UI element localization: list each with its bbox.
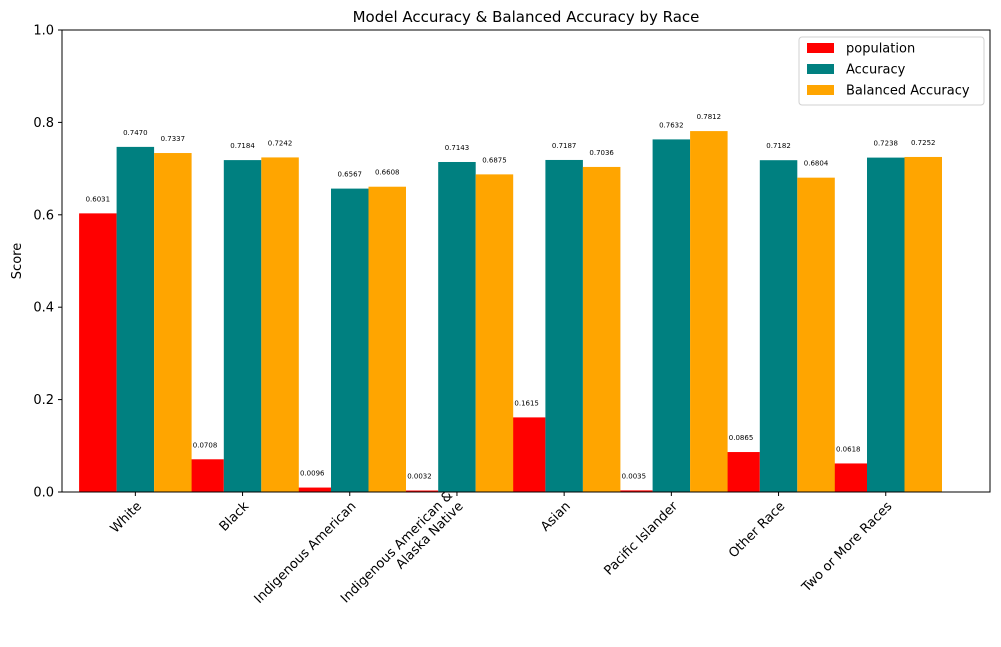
bar-accuracy-7 [867, 157, 905, 492]
x-tick-label: White [108, 499, 145, 536]
legend-swatch-1 [807, 64, 834, 74]
data-label: 0.6608 [375, 169, 400, 177]
data-label: 0.0618 [836, 445, 861, 453]
bar-population-0 [79, 213, 117, 492]
legend-label-0: population [846, 42, 915, 57]
bar-accuracy-5 [652, 139, 691, 492]
data-label: 0.0865 [729, 434, 754, 442]
y-tick-label: 0.2 [33, 393, 54, 408]
x-tick-label-5: Pacific Islander [601, 499, 681, 579]
data-label: 0.7187 [552, 142, 577, 150]
x-tick-label-6: Other Race [726, 499, 788, 561]
bar-balanced-accuracy-6 [797, 177, 835, 492]
x-tick-label: Two or More Races [799, 499, 896, 596]
legend-box [798, 36, 985, 106]
bar-balanced-accuracy-1 [261, 157, 299, 493]
data-label: 0.6031 [86, 195, 111, 203]
data-label: 0.7470 [123, 129, 148, 137]
data-label: 0.7184 [230, 142, 255, 150]
x-tick-label-7: Two or More Races [799, 499, 896, 596]
y-tick-label: 0.6 [33, 208, 54, 223]
data-label: 0.1615 [514, 399, 539, 407]
y-tick-label: 0.8 [33, 116, 54, 131]
bar-population-2 [293, 487, 331, 492]
bar-accuracy-2 [331, 188, 369, 492]
bar-balanced-accuracy-4 [582, 166, 621, 492]
x-tick-label: Pacific Islander [601, 499, 681, 579]
data-label: 0.0096 [300, 470, 325, 478]
legend-swatch-2 [807, 85, 834, 95]
y-axis-label: Score [10, 243, 25, 279]
data-label: 0.7337 [161, 135, 186, 143]
legend-swatch-0 [807, 43, 834, 53]
legend-label-1: Accuracy [846, 63, 906, 78]
bar-balanced-accuracy-0 [154, 153, 192, 492]
data-label: 0.0708 [193, 441, 218, 449]
data-label: 0.6875 [482, 156, 507, 164]
plot-frame [61, 29, 991, 493]
data-label: 0.6567 [338, 171, 363, 179]
data-label: 0.6804 [804, 160, 829, 168]
bar-population-3 [400, 490, 439, 492]
bar-accuracy-0 [116, 146, 155, 492]
chart-title: Model Accuracy & Balanced Accuracy by Ra… [353, 8, 700, 26]
legend: population Accuracy Balanced Accuracy [798, 36, 985, 106]
bar-population-6 [722, 452, 760, 492]
bar-population-1 [186, 459, 224, 492]
plot-area: 0.6031 0.0708 0.0096 0.0032 0.1615 0.0035 0.08… [33, 24, 991, 607]
data-label: 0.7182 [766, 142, 791, 150]
x-tick-label-4: Asian [538, 499, 574, 535]
data-label: 0.7143 [445, 144, 470, 152]
x-tick-label: Black [217, 499, 253, 535]
x-tick-label-0: White [108, 499, 145, 536]
data-label: 0.7036 [589, 149, 614, 157]
bar-accuracy-6 [759, 160, 798, 492]
bar-accuracy-3 [438, 161, 476, 493]
y-tick-label: 0.4 [33, 301, 54, 316]
bar-balanced-accuracy-3 [475, 174, 514, 493]
x-tick-label: Asian [538, 499, 574, 535]
bar-balanced-accuracy-5 [690, 131, 728, 492]
bar-accuracy-1 [223, 160, 262, 492]
bar-balanced-accuracy-2 [368, 186, 406, 492]
data-label: 0.7252 [911, 139, 936, 147]
y-tick-label: 1.0 [33, 24, 54, 39]
legend-label-2: Balanced Accuracy [846, 84, 970, 99]
data-label: 0.0032 [407, 473, 432, 481]
x-tick-label-1: Black [217, 499, 253, 535]
data-label: 0.7632 [659, 121, 684, 129]
bar-population-5 [615, 490, 653, 492]
data-label: 0.7238 [874, 140, 899, 148]
data-label: 0.7242 [268, 139, 293, 147]
x-tick-label: Other Race [726, 499, 788, 561]
data-label: 0.0035 [622, 472, 647, 480]
data-label: 0.7812 [697, 113, 722, 121]
bar-population-7 [829, 463, 867, 492]
bar-accuracy-4 [545, 159, 583, 492]
bar-population-4 [507, 417, 546, 492]
bar-balanced-accuracy-7 [904, 156, 942, 492]
y-tick-label: 0.0 [33, 486, 54, 501]
